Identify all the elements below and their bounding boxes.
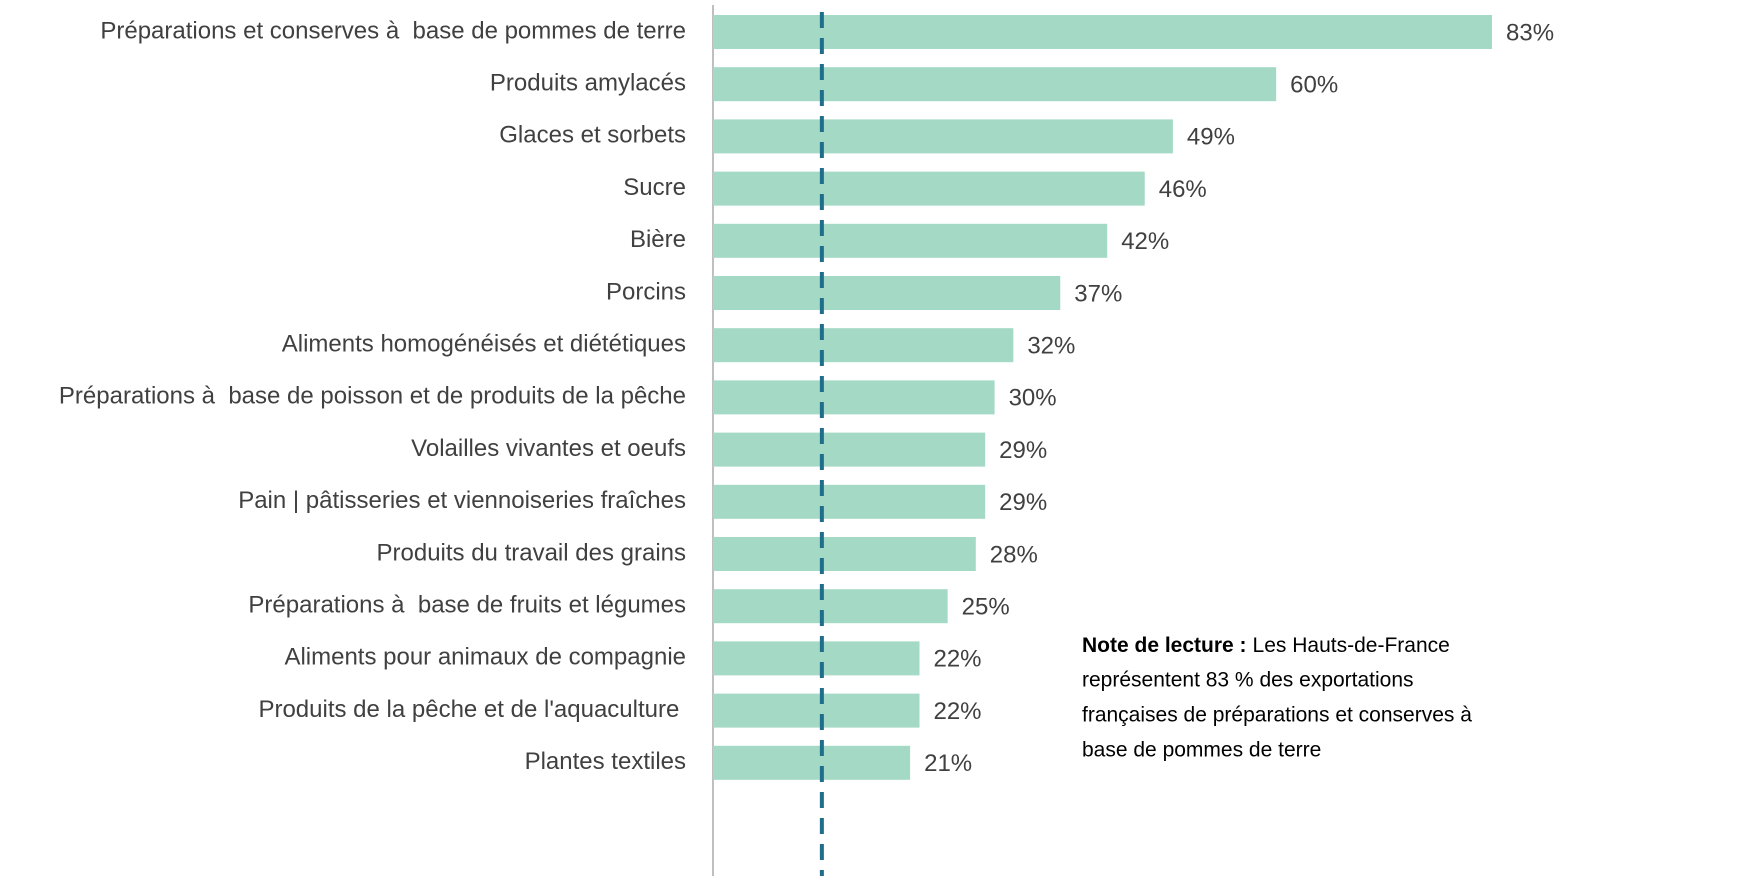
category-label: Produits de la pêche et de l'aquaculture <box>258 696 686 723</box>
bar <box>713 119 1173 154</box>
note: Note de lecture : Les Hauts-de-France <box>1082 634 1450 657</box>
note-line: françaises de préparations et conserves … <box>1082 704 1472 727</box>
category-label: Aliments pour animaux de compagnie <box>284 644 686 671</box>
bar <box>713 589 948 624</box>
note-line: représentent 83 % des exportations <box>1082 669 1414 692</box>
bar <box>713 171 1145 206</box>
bar <box>713 641 920 676</box>
category-label: Pain | pâtisseries et viennoiseries fraî… <box>238 487 686 514</box>
category-label: Glaces et sorbets <box>499 122 686 149</box>
category-label: Préparations à base de poisson et de pro… <box>59 383 686 410</box>
value-label: 37% <box>1074 280 1122 307</box>
value-label: 22% <box>933 646 981 673</box>
value-label: 83% <box>1506 19 1554 46</box>
category-label: Porcins <box>606 278 686 305</box>
category-label: Bière <box>630 226 686 253</box>
value-label: 29% <box>999 437 1047 464</box>
category-label: Produits amylacés <box>490 70 686 97</box>
bar <box>713 745 911 780</box>
bar <box>713 223 1108 258</box>
category-label: Préparations et conserves à base de pomm… <box>100 17 686 44</box>
bar <box>713 693 920 728</box>
value-label: 30% <box>1009 385 1057 412</box>
category-label: Produits du travail des grains <box>377 539 687 566</box>
value-label: 29% <box>999 489 1047 516</box>
value-label: 32% <box>1027 333 1075 360</box>
bar <box>713 328 1014 363</box>
bar <box>713 537 976 571</box>
value-label: 25% <box>962 594 1010 621</box>
category-label: Sucre <box>623 174 686 201</box>
bar <box>713 484 986 519</box>
bar <box>713 380 995 415</box>
bar <box>713 15 1492 49</box>
value-label: 21% <box>924 750 972 777</box>
bar <box>713 432 986 467</box>
value-label: 49% <box>1187 124 1235 151</box>
note-line: base de pommes de terre <box>1082 739 1321 762</box>
category-label: Aliments homogénéisés et diététiques <box>282 331 686 358</box>
note-line: Les Hauts-de-France <box>1253 634 1450 657</box>
note-label: Note de lecture : <box>1082 634 1247 657</box>
value-label: 60% <box>1290 72 1338 99</box>
value-label: 42% <box>1121 228 1169 255</box>
bar <box>713 67 1277 102</box>
category-label: Volailles vivantes et oeufs <box>411 435 686 462</box>
value-label: 22% <box>933 698 981 725</box>
bar <box>713 276 1061 310</box>
category-label: Plantes textiles <box>525 748 686 775</box>
value-label: 28% <box>990 541 1038 568</box>
category-label: Préparations à base de fruits et légumes <box>248 592 686 619</box>
value-label: 46% <box>1159 176 1207 203</box>
